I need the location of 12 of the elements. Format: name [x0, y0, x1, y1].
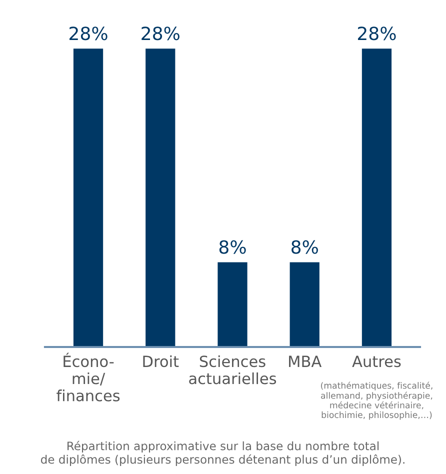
text: Répartition approximative sur la base du nombre total de diplômes (plusieurs personnes détenant plus d’un diplôme).	[40, 440, 404, 466]
data-label: 28%	[70, 26, 108, 40]
data-label: 8%	[219, 240, 246, 254]
text: (mathématiques, fiscalité, allemand, physiothérapie, médecine vétérinaire, biochimie, philosophie,…)	[321, 382, 432, 420]
x-tick-label: MBA	[289, 356, 322, 367]
x-tick-label: Autres	[352, 356, 401, 368]
data-label: 8%	[292, 240, 318, 254]
x-tick-label: Sciences actuarielles	[189, 355, 276, 384]
x-tick-label: Droit	[143, 355, 179, 368]
x-tick-label: Écono- mie/ finances	[56, 352, 120, 402]
data-label: 28%	[358, 26, 396, 40]
data-label: 28%	[142, 26, 180, 40]
